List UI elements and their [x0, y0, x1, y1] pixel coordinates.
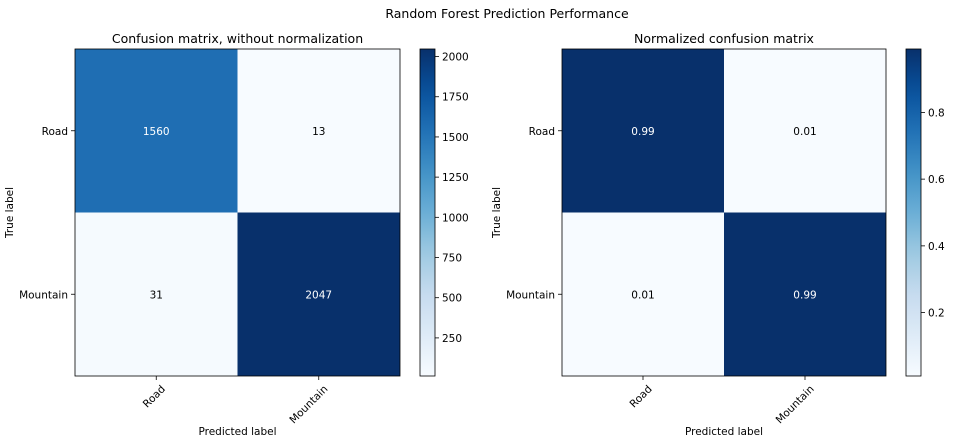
cell-value-label: 1560 [143, 126, 170, 138]
colorbar-tick-label: 1500 [442, 132, 469, 144]
figure-suptitle: Random Forest Prediction Performance [385, 6, 629, 21]
colorbar [420, 49, 435, 376]
cell-value-label: 0.01 [631, 289, 654, 301]
confusion-matrix-panel-2: Normalized confusion matrix 0.99 0.01 0.01 0… [491, 31, 945, 438]
heatmap-cell [75, 212, 238, 376]
heatmap-cell [562, 212, 724, 376]
cell-value-label: 13 [312, 126, 325, 138]
plot-frame [74, 48, 401, 377]
heatmap-cell [724, 212, 886, 376]
colorbar-tick-label: 1250 [442, 172, 469, 184]
cell-value-label: 0.01 [793, 126, 816, 138]
plot-frame [561, 48, 887, 377]
colorbar-tick-label: 0.2 [928, 308, 945, 320]
heatmap-cell [562, 49, 724, 213]
y-axis-label: True label [491, 187, 503, 239]
colorbar-frame [905, 48, 922, 377]
cell-value-label: 31 [150, 289, 163, 301]
heatmap-cell [237, 49, 400, 213]
colorbar-tick-label: 250 [442, 333, 462, 345]
y-tick-label: Mountain [19, 289, 68, 301]
panels: Confusion matrix, without normalization 1… [4, 31, 945, 438]
colorbar-tick-label: 0.6 [928, 174, 945, 186]
heatmap-cell [237, 212, 400, 376]
heatmap-cell [724, 49, 886, 213]
cell-value-label: 2047 [305, 289, 332, 301]
confusion-matrix-panel-1: Confusion matrix, without normalization 1… [4, 31, 469, 438]
colorbar-tick-label: 500 [442, 293, 462, 305]
chart-title: Confusion matrix, without normalization [112, 31, 363, 46]
colorbar-tick-label: 1750 [442, 92, 469, 104]
x-axis-label: Predicted label [198, 426, 276, 438]
heatmap-cell [75, 49, 238, 213]
y-tick-label: Road [42, 126, 68, 138]
colorbar-tick-label: 2000 [442, 52, 469, 64]
y-tick-label: Mountain [506, 289, 555, 301]
cell-value-label: 0.99 [631, 126, 654, 138]
chart-title: Normalized confusion matrix [634, 31, 814, 46]
colorbar-tick-label: 1000 [442, 212, 469, 224]
y-tick-label: Road [529, 126, 555, 138]
colorbar-tick-label: 0.4 [928, 241, 945, 253]
colorbar-tick-label: 750 [442, 253, 462, 265]
cell-value-label: 0.99 [793, 289, 816, 301]
colorbar-frame [419, 48, 436, 377]
colorbar-tick-label: 0.8 [928, 107, 945, 119]
x-axis-label: Predicted label [685, 426, 763, 438]
y-axis-label: True label [4, 187, 16, 239]
colorbar [906, 49, 921, 376]
